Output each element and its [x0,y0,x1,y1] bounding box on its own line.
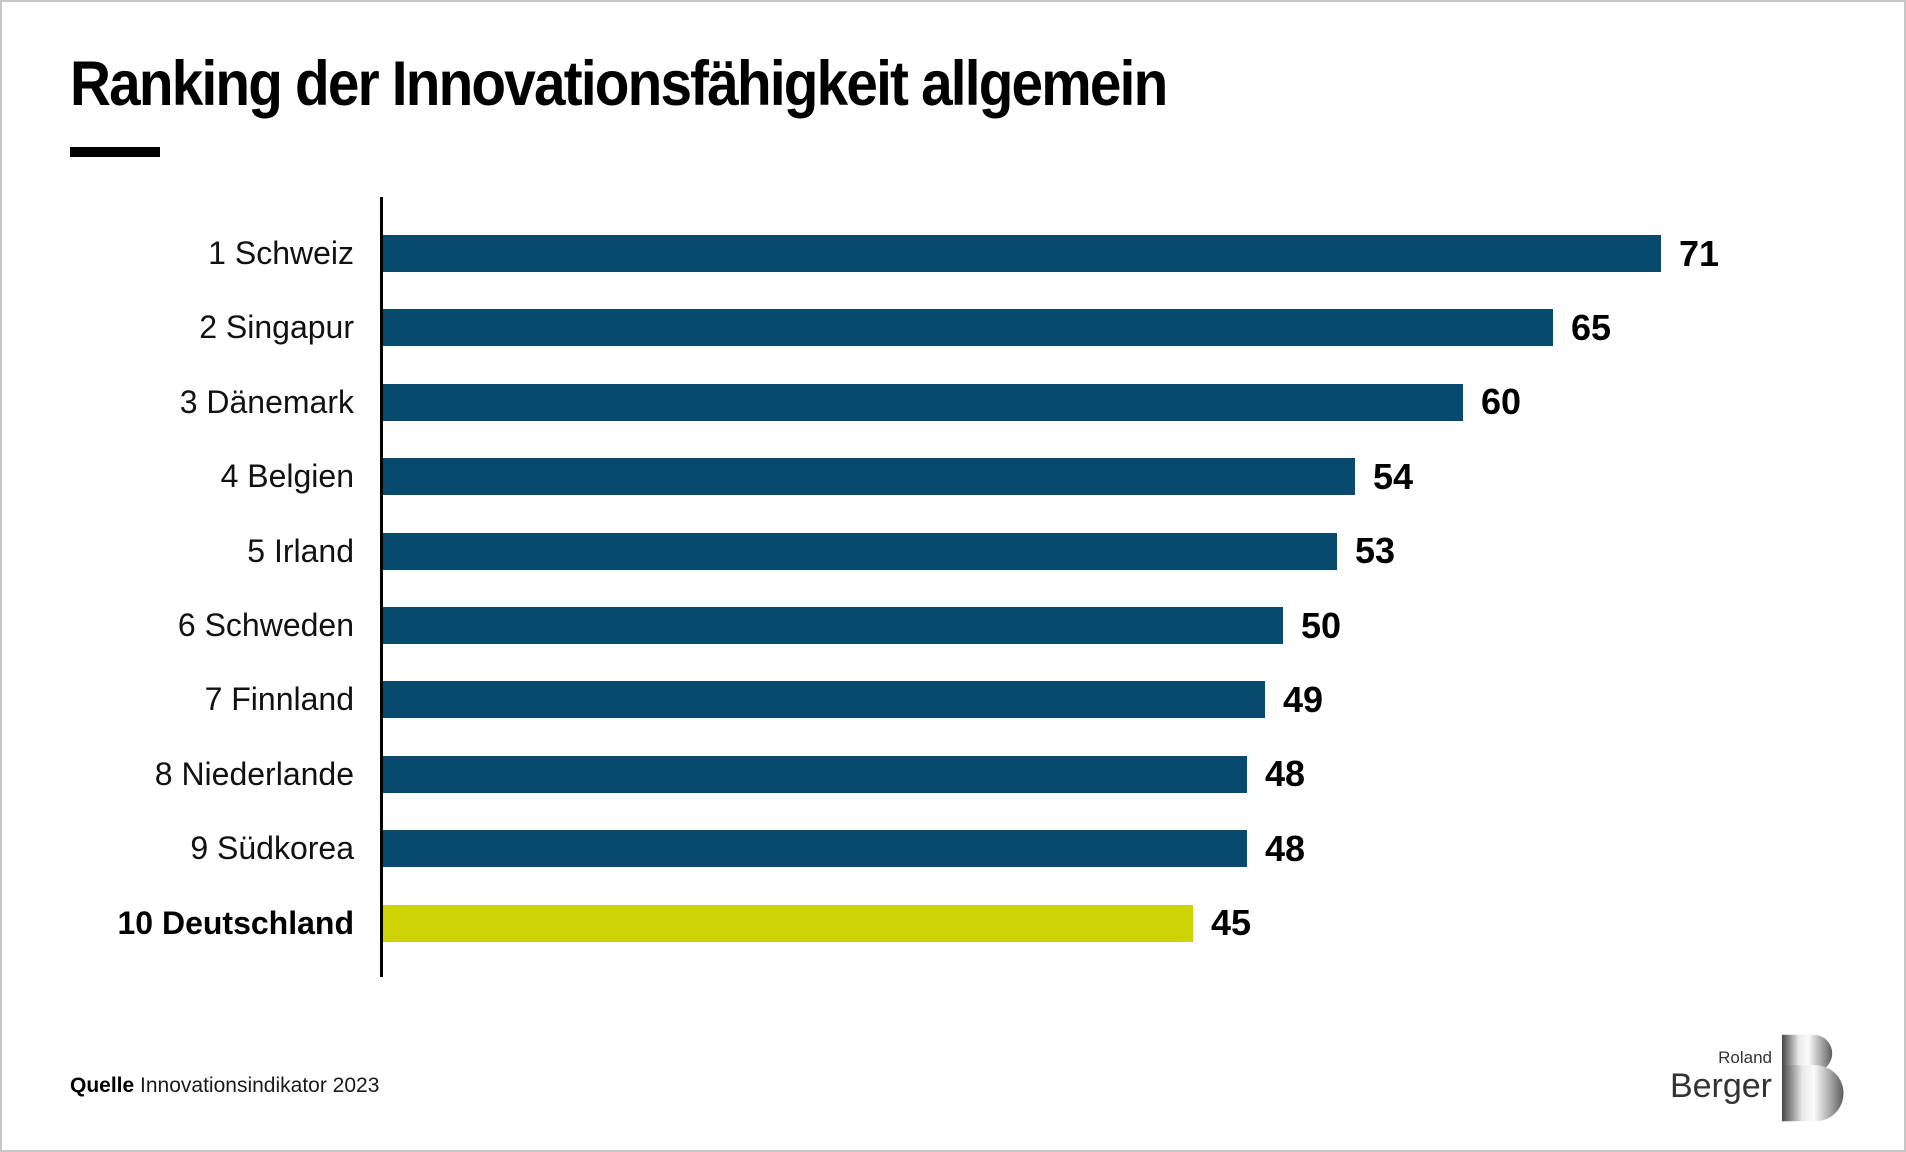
bar-value: 53 [1355,530,1396,572]
bar-row: 2 Singapur 65 [2,306,1904,348]
bar-value: 48 [1265,827,1306,869]
bar-label: 4 Belgien [220,458,354,495]
logo-roland-text: Roland [1718,1048,1772,1067]
y-axis-line [380,197,383,977]
roland-berger-logo: Roland Berger [1670,1034,1844,1122]
bar-value: 48 [1265,753,1306,795]
bar [383,830,1247,868]
bar-row: 3 Dänemark 60 [2,381,1904,423]
logo-berger-text: Berger [1669,1067,1772,1105]
bar-label: 8 Niederlande [154,755,354,792]
bar-row: 10 Deutschland 45 [2,902,1904,944]
source-label: Quelle [70,1074,135,1097]
bar-label: 2 Singapur [199,309,354,346]
bar-value: 54 [1373,455,1414,497]
bar-value: 45 [1211,902,1252,944]
bar [383,309,1553,347]
bar [383,532,1337,570]
bar [383,607,1283,644]
source-note: Quelle Innovationsindikator 2023 [70,1074,379,1098]
bar-value: 50 [1301,604,1342,646]
title-underline [70,147,160,157]
bar-row: 6 Schweden 50 [2,604,1904,646]
bar-label: 7 Finnland [204,681,354,718]
bar-row: 7 Finnland 49 [2,678,1904,720]
bar [383,458,1355,496]
bar-highlight [383,904,1193,942]
bar [383,383,1463,421]
bar-row: 1 Schweiz 71 [2,232,1904,274]
bar-label: 1 Schweiz [208,235,354,271]
bar-value: 60 [1481,381,1522,423]
bar-label: 9 Südkorea [190,830,354,867]
bar [383,235,1661,272]
bar-row: 8 Niederlande 48 [2,753,1904,795]
bar-value: 65 [1571,306,1612,348]
source-text: Innovationsindikator 2023 [140,1074,380,1097]
bar-value: 49 [1283,678,1324,720]
roland-berger-wordmark: Roland Berger [1670,1034,1772,1103]
bar-row: 5 Irland 53 [2,530,1904,572]
bar-label: 10 Deutschland [117,904,354,941]
bar [383,681,1265,719]
bar-label: 6 Schweden [177,607,354,643]
bar-value: 71 [1679,232,1720,274]
bar-label: 3 Dänemark [179,383,354,420]
roland-berger-b-icon [1782,1034,1844,1122]
bar-row: 4 Belgien 54 [2,455,1904,497]
bar-label: 5 Irland [247,532,354,569]
bar [383,755,1247,793]
page-title: Ranking der Innovationsfähigkeit allgeme… [70,49,1168,119]
bar-row: 9 Südkorea 48 [2,827,1904,869]
